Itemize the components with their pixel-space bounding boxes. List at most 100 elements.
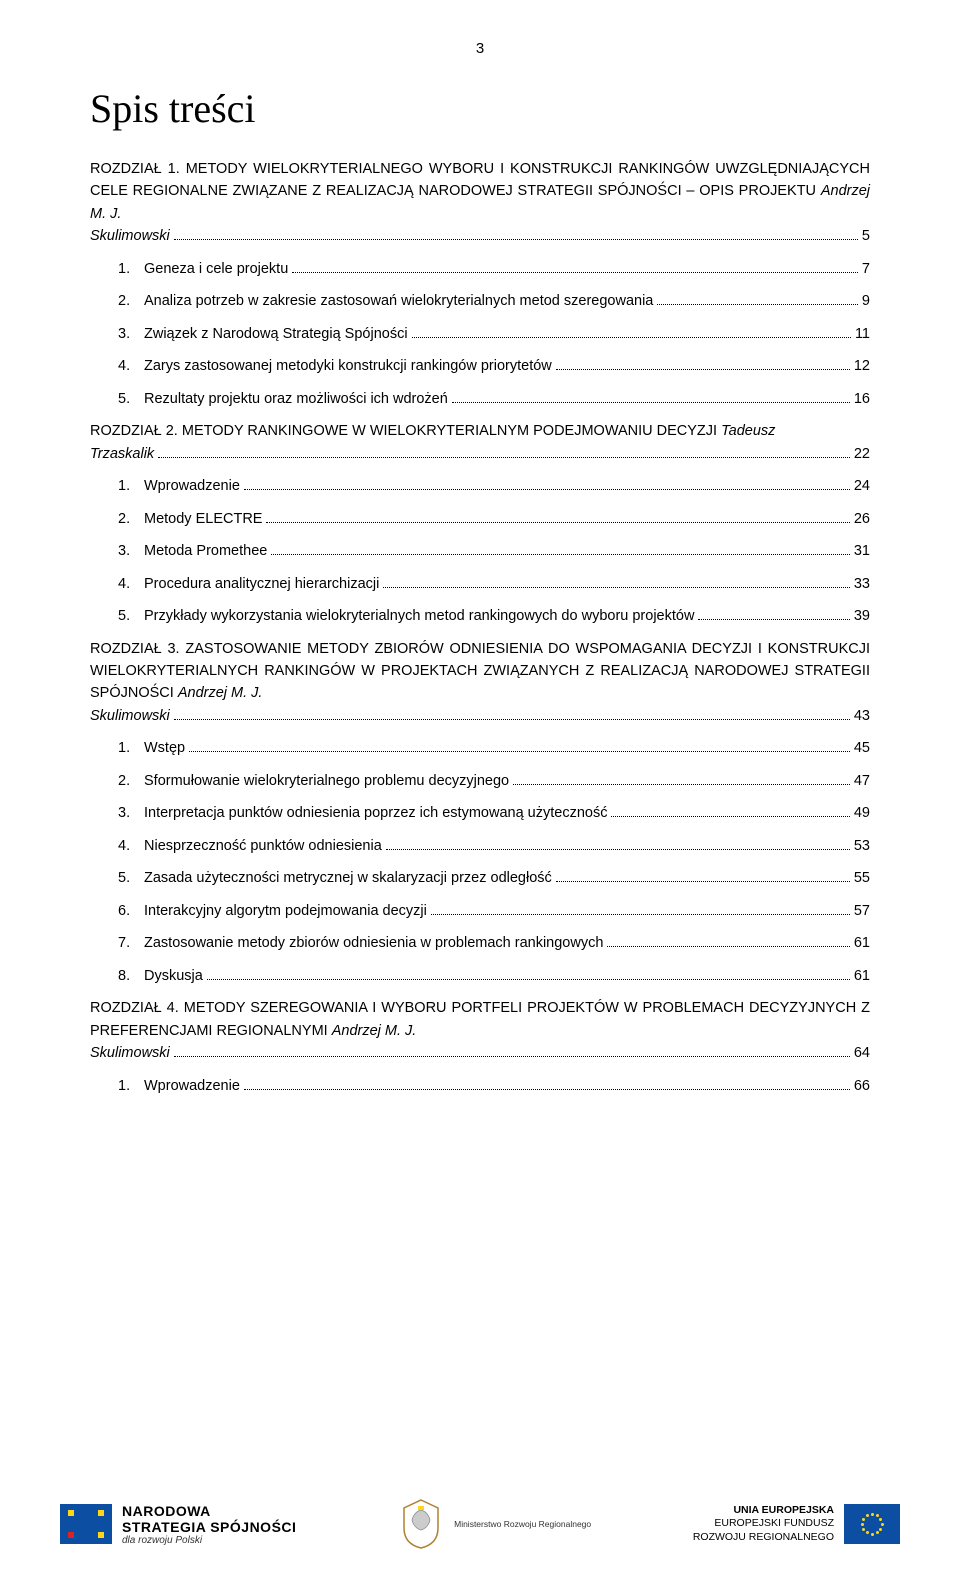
toc-item-number: 5.	[118, 867, 144, 889]
toc-item-number: 5.	[118, 388, 144, 410]
chapter-last-line: Trzaskalik 22	[90, 443, 870, 465]
toc-item-number: 2.	[118, 290, 144, 312]
toc-leader	[556, 881, 850, 882]
chapter-last-line: Skulimowski 5	[90, 225, 870, 247]
toc-leader	[383, 587, 850, 588]
page-number: 3	[90, 40, 870, 57]
footer-right-line1: UNIA EUROPEJSKA	[693, 1504, 834, 1517]
footer-left-line2: STRATEGIA SPÓJNOŚCI	[122, 1519, 296, 1535]
toc-item-page: 26	[854, 508, 870, 530]
chapter-author: Andrzej M. J.	[332, 1023, 417, 1039]
toc-item-number: 1.	[118, 258, 144, 280]
toc-leader	[452, 402, 850, 403]
toc-item-page: 12	[854, 355, 870, 377]
toc-item-number: 8.	[118, 965, 144, 987]
chapter-last-line: Skulimowski 43	[90, 705, 870, 727]
toc-item-text: Niesprzeczność punktów odniesienia	[144, 835, 382, 857]
toc-item-page: 61	[854, 965, 870, 987]
footer-right-line2: EUROPEJSKI FUNDUSZ	[693, 1517, 834, 1530]
toc-item: 3.Związek z Narodową Strategią Spójności…	[118, 323, 870, 345]
chapter-author-tail: Skulimowski	[90, 705, 170, 727]
toc-item-page: 31	[854, 540, 870, 562]
toc-item-number: 3.	[118, 323, 144, 345]
toc-item-page: 16	[854, 388, 870, 410]
toc-leader	[174, 1056, 850, 1057]
toc-item: 8.Dyskusja 61	[118, 965, 870, 987]
toc-leader	[158, 457, 850, 458]
toc-item-text: Wprowadzenie	[144, 475, 240, 497]
footer-left-text: NARODOWA STRATEGIA SPÓJNOŚCI dla rozwoju…	[122, 1503, 296, 1546]
toc-item-text: Analiza potrzeb w zakresie zastosowań wi…	[144, 290, 653, 312]
toc-item-page: 55	[854, 867, 870, 889]
chapter-entry: ROZDZIAŁ 3. ZASTOSOWANIE METODY ZBIORÓW …	[90, 638, 870, 728]
toc-item: 1.Geneza i cele projektu 7	[118, 258, 870, 280]
chapter-author-tail: Skulimowski	[90, 225, 170, 247]
toc-item-page: 45	[854, 737, 870, 759]
toc-leader	[174, 239, 858, 240]
footer-right-logo: UNIA EUROPEJSKA EUROPEJSKI FUNDUSZ ROZWO…	[693, 1504, 900, 1544]
toc-item-text: Związek z Narodową Strategią Spójności	[144, 323, 408, 345]
toc-leader	[431, 914, 850, 915]
footer-left-line1: NARODOWA	[122, 1503, 296, 1519]
footer: NARODOWA STRATEGIA SPÓJNOŚCI dla rozwoju…	[0, 1474, 960, 1594]
toc-item: 4.Zarys zastosowanej metodyki konstrukcj…	[118, 355, 870, 377]
chapter-page: 22	[854, 443, 870, 465]
toc-leader	[607, 946, 849, 947]
toc-leader	[386, 849, 850, 850]
toc-leader	[266, 522, 849, 523]
toc-leader	[189, 751, 850, 752]
chapter-title: METODY SZEREGOWANIA I WYBORU PORTFELI PR…	[90, 1000, 870, 1038]
toc-item-text: Zasada użyteczności metrycznej w skalary…	[144, 867, 552, 889]
toc-item-number: 7.	[118, 932, 144, 954]
chapter-entry: ROZDZIAŁ 4. METODY SZEREGOWANIA I WYBORU…	[90, 997, 870, 1064]
toc-item: 1.Wprowadzenie 66	[118, 1075, 870, 1097]
toc-item: 5.Rezultaty projektu oraz możliwości ich…	[118, 388, 870, 410]
footer-right-text: UNIA EUROPEJSKA EUROPEJSKI FUNDUSZ ROZWO…	[693, 1504, 834, 1543]
footer-left-line3: dla rozwoju Polski	[122, 1535, 296, 1546]
toc-item-text: Dyskusja	[144, 965, 203, 987]
toc-item-text: Geneza i cele projektu	[144, 258, 288, 280]
toc-item: 2.Analiza potrzeb w zakresie zastosowań …	[118, 290, 870, 312]
toc-item: 2.Metody ELECTRE 26	[118, 508, 870, 530]
toc-item-page: 24	[854, 475, 870, 497]
toc-item-number: 4.	[118, 835, 144, 857]
toc-leader	[412, 337, 851, 338]
eu-flag-icon	[844, 1504, 900, 1544]
toc-item: 1.Wprowadzenie 24	[118, 475, 870, 497]
toc-item: 6.Interakcyjny algorytm podejmowania dec…	[118, 900, 870, 922]
toc-item-text: Rezultaty projektu oraz możliwości ich w…	[144, 388, 448, 410]
toc-item-text: Metoda Promethee	[144, 540, 267, 562]
page-content: 3 Spis treści ROZDZIAŁ 1. METODY WIELOKR…	[0, 0, 960, 1097]
toc-item-number: 4.	[118, 573, 144, 595]
toc-item: 5.Zasada użyteczności metrycznej w skala…	[118, 867, 870, 889]
toc-item-number: 3.	[118, 802, 144, 824]
chapter-entry: ROZDZIAŁ 2. METODY RANKINGOWE W WIELOKRY…	[90, 420, 870, 465]
toc-item-number: 2.	[118, 508, 144, 530]
toc-item-number: 3.	[118, 540, 144, 562]
chapter-entry: ROZDZIAŁ 1. METODY WIELOKRYTERIALNEGO WY…	[90, 158, 870, 248]
toc-item-page: 11	[855, 323, 870, 345]
toc-item-number: 4.	[118, 355, 144, 377]
chapter-author-tail: Skulimowski	[90, 1042, 170, 1064]
toc-item-text: Wprowadzenie	[144, 1075, 240, 1097]
footer-center-logo: Ministerstwo Rozwoju Regionalnego	[398, 1498, 591, 1550]
toc-item: 4.Procedura analitycznej hierarchizacji …	[118, 573, 870, 595]
chapter-last-line: Skulimowski 64	[90, 1042, 870, 1064]
toc-leader	[244, 1089, 850, 1090]
toc-leader	[513, 784, 850, 785]
toc-item-number: 5.	[118, 605, 144, 627]
toc-item-number: 1.	[118, 737, 144, 759]
toc-item-text: Interakcyjny algorytm podejmowania decyz…	[144, 900, 427, 922]
chapter-label: ROZDZIAŁ 2.	[90, 423, 182, 439]
chapter-title: METODY RANKINGOWE W WIELOKRYTERIALNYM PO…	[182, 423, 721, 439]
toc-leader	[556, 369, 850, 370]
chapter-label: ROZDZIAŁ 4.	[90, 1000, 184, 1016]
toc-item-page: 61	[854, 932, 870, 954]
chapter-author-tail: Trzaskalik	[90, 443, 154, 465]
chapter-page: 43	[854, 705, 870, 727]
toc-item: 3.Interpretacja punktów odniesienia popr…	[118, 802, 870, 824]
toc-leader	[207, 979, 850, 980]
footer-right-line3: ROZWOJU REGIONALNEGO	[693, 1531, 834, 1544]
toc-item-page: 39	[854, 605, 870, 627]
toc-item-text: Zastosowanie metody zbiorów odniesienia …	[144, 932, 603, 954]
